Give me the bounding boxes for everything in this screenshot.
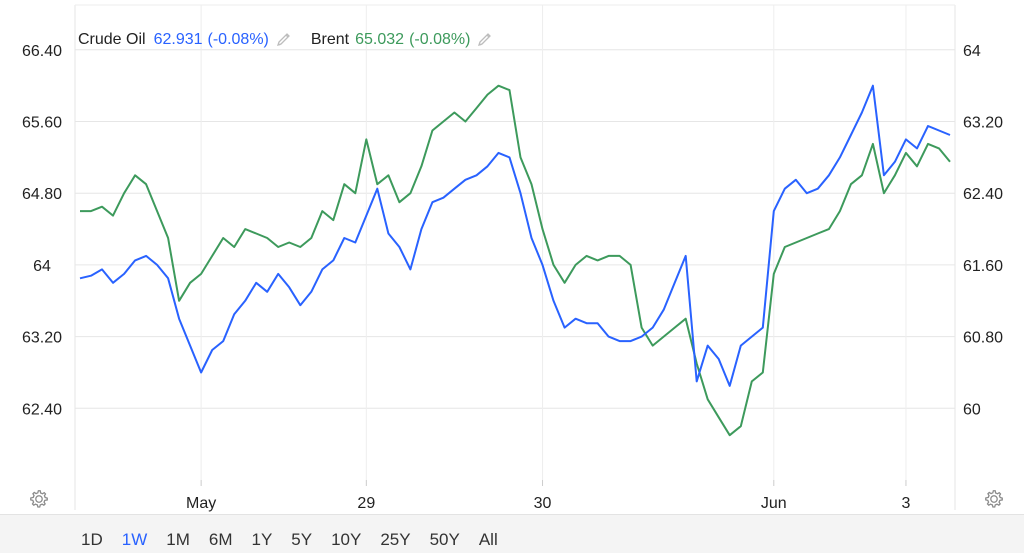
y-tick-label-left: 66.40: [22, 43, 62, 60]
range-button-25y[interactable]: 25Y: [380, 530, 411, 549]
y-tick-label-left: 63.20: [22, 330, 62, 347]
y-tick-label-right: 63.20: [963, 115, 1003, 132]
chart-legend: Crude Oil 62.931 (-0.08%) Brent 65.032 (…: [78, 31, 494, 49]
legend-series1-name: Crude Oil: [78, 31, 146, 48]
range-button-5y[interactable]: 5Y: [291, 530, 313, 549]
range-button-1y[interactable]: 1Y: [251, 530, 273, 549]
range-button-1d[interactable]: 1D: [81, 530, 103, 549]
x-tick-label: 30: [534, 495, 552, 512]
y-tick-label-right: 64: [963, 43, 981, 60]
range-button-1w[interactable]: 1W: [121, 530, 148, 549]
y-tick-label-right: 60.80: [963, 330, 1003, 347]
x-tick-label: Jun: [761, 495, 787, 512]
series-line-brent: [80, 84, 951, 437]
range-button-10y[interactable]: 10Y: [331, 530, 362, 549]
legend-series2-value: 65.032: [355, 31, 405, 48]
chart-area: 66.40 65.60 64.80 64 63.20 62.40 64 63.20 62.40 6…: [22, 4, 1003, 512]
range-button-all[interactable]: All: [478, 530, 498, 549]
range-button-6m[interactable]: 6M: [208, 530, 233, 549]
range-button-1m[interactable]: 1M: [166, 530, 190, 549]
legend-series1-value: 62.931: [153, 31, 203, 48]
y-tick-label-left: 64: [33, 258, 51, 275]
legend-series2-name: Brent: [310, 31, 350, 48]
x-tick-label: 29: [357, 495, 375, 512]
range-button-50y[interactable]: 50Y: [429, 530, 460, 549]
y-tick-label-left: 65.60: [22, 115, 62, 132]
x-tick-label: May: [186, 495, 216, 512]
gear-icon[interactable]: [28, 488, 50, 510]
legend-series2-change: (-0.08%): [409, 31, 471, 48]
y-tick-label-right: 62.40: [963, 186, 1003, 203]
x-tick-label: 3: [901, 495, 910, 512]
series-line-crude-oil: [79, 84, 951, 387]
pencil-icon[interactable]: [476, 32, 494, 48]
pencil-icon[interactable]: [275, 32, 293, 48]
range-buttons: 1D 1W 1M 6M 1Y 5Y 10Y 25Y 50Y All: [81, 530, 517, 550]
y-tick-label-right: 60: [963, 401, 981, 418]
y-tick-label-left: 64.80: [22, 186, 62, 203]
y-tick-label-right: 61.60: [963, 258, 1003, 275]
legend-series1-change: (-0.08%): [207, 31, 269, 48]
range-toolbar: [0, 514, 1024, 553]
y-tick-label-left: 62.40: [22, 401, 62, 418]
gear-icon[interactable]: [983, 488, 1005, 510]
